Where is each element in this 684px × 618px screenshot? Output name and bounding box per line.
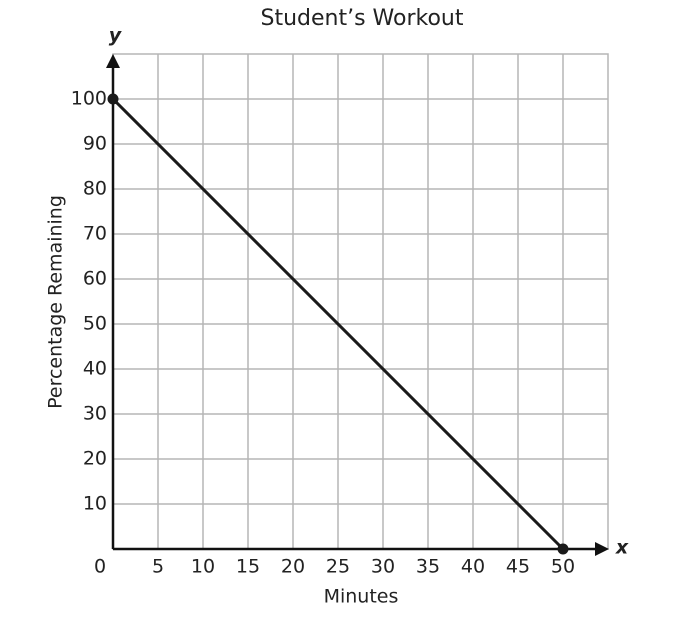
y-tick-label: 60 [83, 268, 107, 290]
data-line [111, 97, 565, 551]
chart-title: Student’s Workout [260, 6, 463, 31]
y-axis-arrow [106, 54, 120, 68]
x-tick-label: 45 [506, 556, 530, 578]
x-axis-symbol: x [615, 537, 629, 559]
y-tick-label: 100 [71, 88, 107, 110]
y-tick-label: 50 [83, 313, 107, 335]
y-tick-label: 80 [83, 178, 107, 200]
x-tick-label: 35 [416, 556, 440, 578]
y-tick-label: 30 [83, 403, 107, 425]
x-tick-label: 5 [152, 556, 164, 578]
data-point [107, 93, 119, 105]
x-tick-label: 20 [281, 556, 305, 578]
x-tick-label: 0 [94, 556, 106, 578]
x-axis-title: Minutes [324, 586, 399, 608]
data-point [557, 543, 569, 555]
y-axis-symbol: y [109, 25, 123, 47]
y-axis-title: Percentage Remaining [45, 195, 67, 409]
x-tick-label: 15 [236, 556, 260, 578]
x-tick-label: 25 [326, 556, 350, 578]
plot-frame [112, 53, 609, 550]
x-tick-label: 50 [551, 556, 575, 578]
x-tick-label: 10 [191, 556, 215, 578]
x-tick-label: 40 [461, 556, 485, 578]
x-tick-label: 30 [371, 556, 395, 578]
y-tick-label: 10 [83, 493, 107, 515]
y-tick-label: 40 [83, 358, 107, 380]
y-tick-label: 90 [83, 133, 107, 155]
y-tick-label: 20 [83, 448, 107, 470]
x-axis-arrow [595, 542, 609, 556]
y-tick-label: 70 [83, 223, 107, 245]
